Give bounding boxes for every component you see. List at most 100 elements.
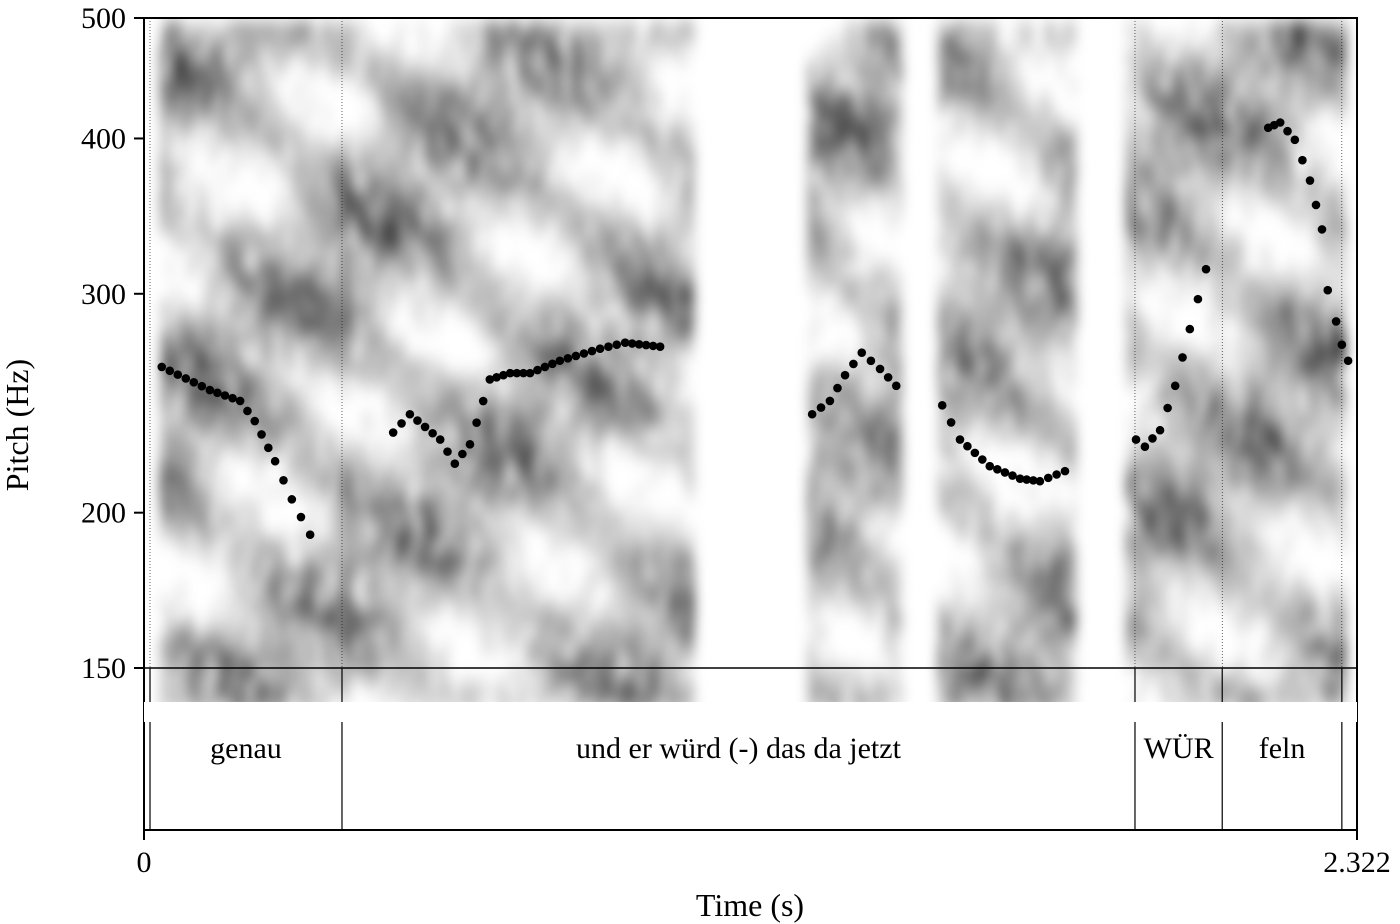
spectrogram-cell (863, 120, 871, 136)
spectrogram-cell (838, 484, 846, 500)
spectrogram-cell (593, 386, 601, 402)
spectrogram-cell (209, 330, 217, 346)
spectrogram-cell (543, 428, 551, 444)
spectrogram-cell (1063, 134, 1071, 150)
spectrogram-cell (950, 344, 958, 360)
spectrogram-cell (813, 512, 821, 528)
spectrogram-cell (291, 302, 299, 318)
spectrogram-cell (222, 358, 230, 374)
spectrogram-cell (328, 162, 336, 178)
spectrogram-cell (1019, 302, 1027, 318)
spectrogram-cell (630, 148, 638, 164)
spectrogram-cell (938, 344, 946, 360)
spectrogram-cell (605, 512, 613, 528)
spectrogram-cell (605, 344, 613, 360)
spectrogram-cell (612, 64, 620, 80)
spectrogram-cell (1126, 134, 1134, 150)
spectrogram-cell (411, 78, 419, 94)
spectrogram-cell (813, 428, 821, 444)
spectrogram-cell (1132, 554, 1140, 570)
spectrogram-cell (184, 330, 192, 346)
spectrogram-cell (1144, 666, 1152, 682)
spectrogram-cell (209, 652, 217, 668)
spectrogram-cell (630, 512, 638, 528)
spectrogram-cell (536, 484, 544, 500)
spectrogram-cell (216, 106, 224, 122)
spectrogram-cell (241, 652, 249, 668)
spectrogram-cell (876, 498, 884, 514)
spectrogram-cell (1032, 554, 1040, 570)
spectrogram-cell (813, 568, 821, 584)
spectrogram-cell (191, 78, 199, 94)
spectrogram-cell (994, 22, 1002, 38)
spectrogram-cell (386, 106, 394, 122)
spectrogram-cell (561, 652, 569, 668)
spectrogram-cell (870, 386, 878, 402)
spectrogram-cell (649, 596, 657, 612)
spectrogram-cell (599, 386, 607, 402)
spectrogram-cell (938, 36, 946, 52)
spectrogram-cell (259, 344, 267, 360)
spectrogram-cell (159, 596, 167, 612)
spectrogram-cell (612, 120, 620, 136)
spectrogram-cell (863, 106, 871, 122)
spectrogram-cell (888, 64, 896, 80)
spectrogram-cell (417, 442, 425, 458)
spectrogram-cell (524, 64, 532, 80)
spectrogram-cell (467, 498, 475, 514)
spectrogram-cell (228, 428, 236, 444)
spectrogram-cell (580, 106, 588, 122)
spectrogram-cell (863, 204, 871, 220)
spectrogram-cell (335, 330, 343, 346)
spectrogram-cell (228, 372, 236, 388)
spectrogram-cell (956, 120, 964, 136)
spectrogram-cell (807, 232, 815, 248)
spectrogram-cell (863, 148, 871, 164)
spectrogram-cell (247, 36, 255, 52)
spectrogram-cell (981, 414, 989, 430)
spectrogram-cell (178, 526, 186, 542)
spectrogram-cell (1050, 134, 1058, 150)
spectrogram-cell (612, 274, 620, 290)
spectrogram-cell (586, 680, 594, 696)
spectrogram-cell (1169, 554, 1177, 570)
spectrogram-cell (1151, 386, 1159, 402)
spectrogram-cell (624, 624, 632, 640)
spectrogram-cell (411, 554, 419, 570)
spectrogram-cell (969, 106, 977, 122)
spectrogram-cell (543, 372, 551, 388)
spectrogram-cell (209, 456, 217, 472)
spectrogram-cell (876, 582, 884, 598)
spectrogram-cell (543, 134, 551, 150)
spectrogram-cell (367, 288, 375, 304)
spectrogram-cell (241, 596, 249, 612)
spectrogram-cell (272, 218, 280, 234)
spectrogram-cell (405, 540, 413, 556)
spectrogram-cell (209, 540, 217, 556)
spectrogram-cell (1025, 582, 1033, 598)
spectrogram-cell (1144, 218, 1152, 234)
spectrogram-cell (524, 386, 532, 402)
spectrogram-cell (455, 232, 463, 248)
spectrogram-cell (1163, 540, 1171, 556)
spectrogram-cell (1138, 638, 1146, 654)
spectrogram-cell (165, 442, 173, 458)
spectrogram-cell (316, 316, 324, 332)
spectrogram-cell (380, 638, 388, 654)
spectrogram-cell (561, 624, 569, 640)
spectrogram-cell (549, 596, 557, 612)
spectrogram-cell (184, 302, 192, 318)
spectrogram-cell (643, 554, 651, 570)
spectrogram-cell (549, 372, 557, 388)
spectrogram-cell (561, 190, 569, 206)
spectrogram-cell (561, 232, 569, 248)
spectrogram-cell (819, 386, 827, 402)
spectrogram-cell (1163, 162, 1171, 178)
spectrogram-cell (561, 596, 569, 612)
spectrogram-cell (543, 330, 551, 346)
spectrogram-cell (543, 344, 551, 360)
spectrogram-cell (851, 92, 859, 108)
spectrogram-cell (172, 652, 180, 668)
spectrogram-cell (624, 680, 632, 696)
spectrogram-cell (524, 610, 532, 626)
